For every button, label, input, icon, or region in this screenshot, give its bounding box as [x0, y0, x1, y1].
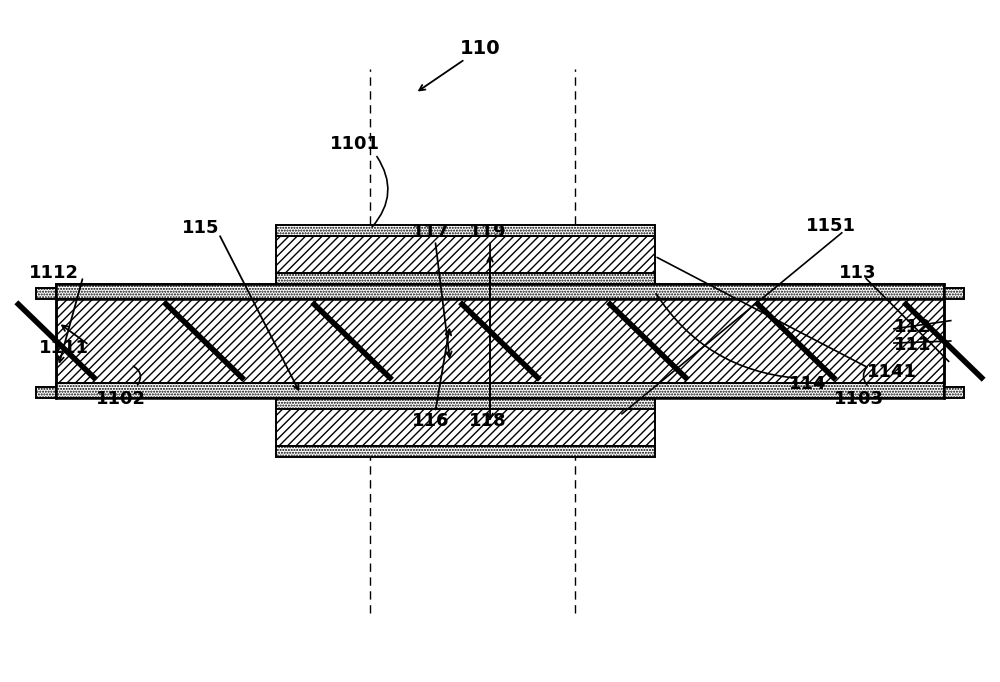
- Text: 119: 119: [469, 223, 507, 241]
- Bar: [56, 299, 944, 383]
- Text: 115: 115: [182, 218, 220, 237]
- Bar: [276, 273, 655, 284]
- Bar: [56, 284, 944, 299]
- Bar: [36, 387, 56, 398]
- Bar: [276, 225, 655, 236]
- Bar: [56, 299, 944, 383]
- Bar: [944, 288, 964, 299]
- Bar: [56, 383, 944, 398]
- Bar: [944, 387, 964, 398]
- Bar: [276, 398, 655, 409]
- Bar: [56, 383, 944, 398]
- Bar: [276, 409, 655, 446]
- Text: 1102: 1102: [96, 389, 146, 408]
- Text: 114: 114: [789, 376, 827, 394]
- Text: 118: 118: [469, 412, 507, 430]
- Text: 1141: 1141: [867, 363, 917, 381]
- Bar: [276, 409, 655, 446]
- Text: 113: 113: [839, 264, 877, 282]
- Text: 1111: 1111: [39, 339, 89, 357]
- Bar: [276, 398, 655, 409]
- Text: 117: 117: [411, 223, 449, 241]
- Text: 110: 110: [460, 40, 500, 59]
- Bar: [276, 236, 655, 273]
- Bar: [36, 387, 56, 398]
- Text: 1112: 1112: [29, 264, 79, 282]
- Bar: [36, 288, 56, 299]
- Text: 112: 112: [894, 318, 931, 336]
- Bar: [944, 387, 964, 398]
- Bar: [944, 288, 964, 299]
- Text: 116: 116: [411, 412, 449, 430]
- Text: 1103: 1103: [834, 389, 884, 408]
- Bar: [276, 236, 655, 273]
- Bar: [56, 284, 944, 299]
- Bar: [276, 273, 655, 284]
- Bar: [276, 446, 655, 457]
- Bar: [276, 446, 655, 457]
- Bar: [36, 288, 56, 299]
- Bar: [276, 225, 655, 236]
- Text: 111: 111: [894, 336, 931, 354]
- Text: 1101: 1101: [330, 135, 380, 153]
- Text: 1151: 1151: [806, 216, 856, 235]
